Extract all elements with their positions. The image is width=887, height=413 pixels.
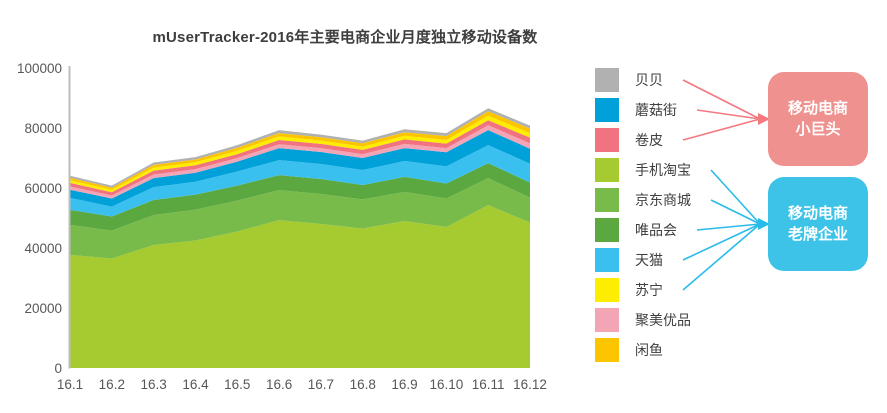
legend-label: 京东商城 <box>635 192 691 208</box>
legend-label: 苏宁 <box>635 282 663 298</box>
callout-small-giants-line1: 移动电商 <box>787 100 848 117</box>
legend-swatch <box>595 278 619 302</box>
legend-label: 蘑菇街 <box>635 102 677 118</box>
x-axis-tick-label: 16.9 <box>391 377 417 392</box>
x-axis-tick-label: 16.1 <box>57 377 83 392</box>
legend-swatch <box>595 248 619 272</box>
legend-item: 贝贝 <box>595 68 755 92</box>
y-axis-tick-label: 20000 <box>24 301 62 316</box>
callout-small-giants: 移动电商 小巨头 <box>768 72 868 166</box>
x-axis-tick-label: 16.3 <box>140 377 166 392</box>
callout-arrow-line <box>710 199 761 225</box>
legend-item: 闲鱼 <box>595 338 755 362</box>
legend-item: 唯品会 <box>595 218 755 242</box>
legend-swatch <box>595 158 619 182</box>
x-axis-tick-label: 16.12 <box>513 377 547 392</box>
y-axis-tick-label: 40000 <box>24 241 62 256</box>
y-axis-tick-label: 80000 <box>24 121 62 136</box>
area-series <box>70 178 530 259</box>
area-series <box>70 205 530 368</box>
legend-label: 闲鱼 <box>635 342 663 358</box>
legend-item: 手机淘宝 <box>595 158 755 182</box>
legend-swatch <box>595 188 619 212</box>
arrowhead-icon <box>758 218 770 230</box>
x-axis-tick-label: 16.8 <box>350 377 376 392</box>
y-axis-tick-label: 60000 <box>24 181 62 196</box>
legend-label: 贝贝 <box>635 72 663 88</box>
x-axis-tick-label: 16.4 <box>182 377 209 392</box>
legend-label: 天猫 <box>635 252 663 268</box>
x-axis-tick-label: 16.2 <box>99 377 125 392</box>
area-series <box>70 145 530 217</box>
legend-item: 京东商城 <box>595 188 755 212</box>
callout-established-line2: 老牌企业 <box>787 226 848 243</box>
chart-title: mUserTracker-2016年主要电商企业月度独立移动设备数 <box>152 29 538 46</box>
y-axis-tick-label: 100000 <box>17 61 62 76</box>
legend-label: 聚美优品 <box>635 312 691 328</box>
callout-arrow-line <box>682 223 761 261</box>
arrowhead-icon <box>758 113 770 125</box>
callout-small-giants-line2: 小巨头 <box>795 121 841 138</box>
callout-arrow-line <box>710 169 761 225</box>
legend-item: 蘑菇街 <box>595 98 755 122</box>
callout-arrow-line <box>682 223 761 291</box>
legend: 贝贝蘑菇街卷皮手机淘宝京东商城唯品会天猫苏宁聚美优品闲鱼 <box>595 68 755 368</box>
legend-swatch <box>595 218 619 242</box>
x-axis-tick-label: 16.10 <box>429 377 463 392</box>
legend-item: 聚美优品 <box>595 308 755 332</box>
legend-item: 天猫 <box>595 248 755 272</box>
legend-label: 唯品会 <box>635 222 677 238</box>
callout-arrow-line <box>696 109 761 120</box>
callout-established: 移动电商 老牌企业 <box>768 177 868 271</box>
callout-arrow-line <box>682 118 761 141</box>
x-axis-tick-label: 16.11 <box>472 377 505 392</box>
legend-swatch <box>595 68 619 92</box>
area-series <box>70 130 530 207</box>
callout-arrow-line <box>696 223 761 231</box>
legend-label: 手机淘宝 <box>635 162 691 178</box>
legend-item: 卷皮 <box>595 128 755 152</box>
legend-swatch <box>595 128 619 152</box>
legend-label: 卷皮 <box>635 132 663 148</box>
x-axis-tick-label: 16.7 <box>308 377 334 392</box>
callout-arrow-line <box>682 79 761 120</box>
area-series <box>70 163 530 231</box>
x-axis-tick-label: 16.5 <box>224 377 250 392</box>
callout-established-line1: 移动电商 <box>787 205 848 222</box>
legend-item: 苏宁 <box>595 278 755 302</box>
legend-swatch <box>595 338 619 362</box>
legend-swatch <box>595 308 619 332</box>
y-axis-tick-label: 0 <box>54 361 62 376</box>
legend-swatch <box>595 98 619 122</box>
x-axis-tick-label: 16.6 <box>266 377 292 392</box>
